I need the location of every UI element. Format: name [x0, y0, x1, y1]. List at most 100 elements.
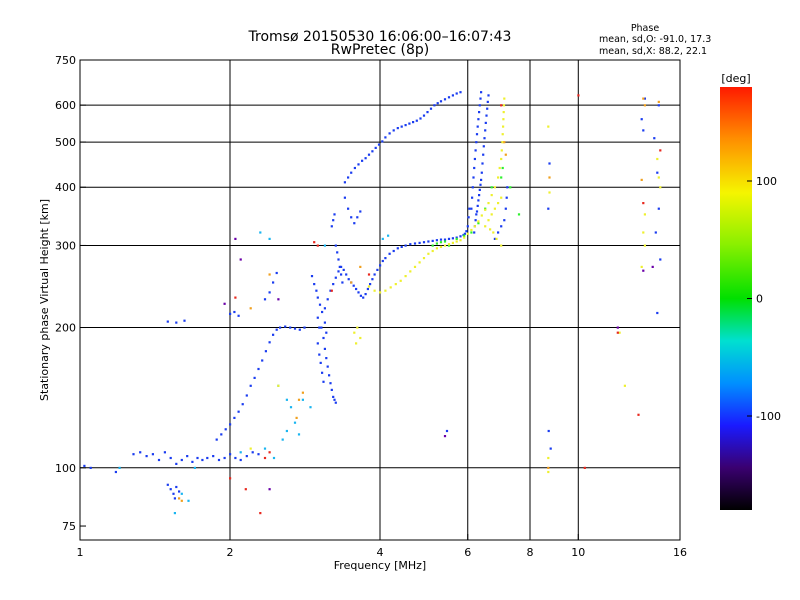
y-tick-label: 500: [55, 136, 76, 149]
data-point: [479, 97, 482, 100]
data-point: [315, 289, 318, 292]
data-point: [504, 153, 507, 156]
data-point: [501, 166, 504, 170]
data-point: [455, 92, 458, 95]
data-point: [478, 188, 481, 191]
data-point: [659, 258, 662, 261]
data-point: [330, 225, 333, 228]
data-point: [408, 122, 411, 125]
data-point: [336, 251, 339, 254]
data-point: [419, 117, 422, 120]
data-point: [293, 327, 297, 330]
data-point: [239, 258, 242, 261]
data-point: [180, 499, 183, 502]
data-point: [322, 380, 325, 383]
data-point: [431, 249, 434, 253]
data-point: [447, 244, 451, 247]
data-point: [355, 287, 358, 291]
data-point: [443, 240, 447, 243]
data-point: [506, 186, 509, 189]
data-point: [497, 176, 500, 179]
data-point: [272, 333, 275, 336]
data-point: [463, 234, 466, 237]
data-point: [459, 235, 462, 238]
data-point: [366, 287, 369, 291]
data-point: [384, 136, 387, 139]
data-point: [229, 453, 232, 456]
data-point: [217, 458, 221, 462]
data-point: [443, 244, 447, 247]
data-point: [493, 237, 496, 240]
data-point: [642, 231, 645, 234]
data-point: [381, 259, 384, 263]
data-point: [357, 163, 360, 166]
data-point: [277, 298, 280, 301]
data-point: [473, 225, 476, 228]
data-point: [345, 273, 348, 276]
data-point: [251, 451, 254, 454]
data-point: [465, 230, 468, 233]
chart-subtitle: RwPretec (8p): [331, 42, 429, 58]
data-point: [233, 416, 236, 419]
data-point: [234, 296, 237, 299]
data-point: [178, 497, 181, 500]
data-point: [445, 429, 449, 433]
data-point: [480, 214, 483, 217]
data-point: [337, 270, 340, 273]
data-point: [400, 245, 403, 248]
data-point: [651, 265, 654, 268]
data-point: [490, 194, 493, 197]
data-point: [474, 219, 477, 222]
data-point: [497, 202, 500, 205]
data-point: [293, 421, 297, 424]
data-point: [509, 186, 512, 189]
data-point: [301, 398, 304, 401]
data-point: [642, 97, 645, 100]
data-point: [504, 207, 507, 210]
data-point: [503, 97, 506, 100]
data-point: [340, 273, 343, 276]
data-point: [253, 376, 256, 379]
data-point: [418, 241, 421, 244]
data-point: [439, 245, 443, 248]
colorbar-tick-label: 100: [756, 175, 777, 188]
data-point: [330, 289, 333, 292]
data-point: [502, 118, 505, 121]
data-point: [476, 125, 479, 128]
data-point: [493, 207, 496, 210]
data-point: [480, 178, 483, 181]
data-point: [478, 104, 481, 107]
data-point: [343, 196, 346, 199]
data-point: [470, 228, 473, 232]
data-point: [275, 271, 278, 275]
data-point: [404, 275, 407, 278]
data-point: [318, 353, 321, 356]
data-point: [89, 466, 92, 469]
data-point: [616, 326, 619, 329]
data-point: [166, 320, 169, 323]
data-point: [623, 384, 626, 387]
data-point: [301, 391, 304, 394]
data-point: [484, 121, 487, 124]
data-point: [215, 438, 218, 441]
data-point: [640, 118, 643, 121]
data-point: [371, 278, 374, 281]
data-point: [479, 183, 482, 186]
data-point: [439, 241, 443, 244]
data-point: [356, 216, 359, 219]
data-point: [451, 94, 454, 97]
grid-lines: [80, 60, 680, 540]
data-point: [333, 398, 336, 401]
data-point: [394, 283, 397, 286]
data-point: [455, 237, 458, 240]
data-point: [357, 291, 360, 294]
data-point: [249, 307, 252, 310]
data-point: [477, 220, 480, 223]
data-point: [323, 307, 326, 310]
data-point: [261, 359, 264, 362]
data-point: [367, 273, 371, 276]
data-point: [476, 204, 479, 207]
data-point: [502, 104, 506, 107]
data-point: [481, 162, 484, 165]
data-point: [387, 234, 390, 237]
